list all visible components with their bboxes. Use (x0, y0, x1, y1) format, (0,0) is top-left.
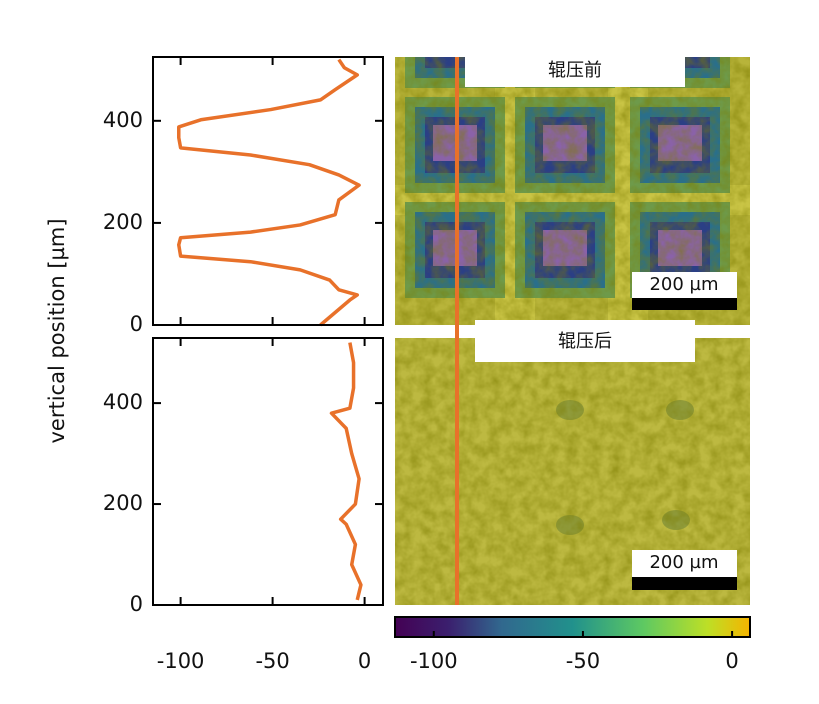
image-before (395, 57, 750, 325)
axes-frame (152, 56, 384, 326)
y-tick-label: 0 (130, 312, 143, 336)
y-tick-label: 0 (130, 592, 143, 616)
scalebar-label: 200 µm (649, 274, 718, 295)
label-box (465, 57, 685, 87)
y-tick-label: 400 (103, 108, 143, 132)
image-after (395, 338, 750, 605)
scalebar (632, 298, 737, 310)
colorbar-tick-label: 0 (725, 649, 738, 673)
y-axis-label: vertical position [µm] (45, 218, 69, 443)
image-label: 辊压前 (548, 60, 602, 81)
profile (329, 342, 363, 601)
label-box (475, 320, 695, 362)
x-tick-label: -100 (157, 649, 205, 673)
colorbar (394, 616, 751, 638)
profile (177, 58, 361, 327)
colorbar-tick-label: -50 (566, 649, 600, 673)
colorbar-tick-label: -100 (410, 649, 458, 673)
scalebar (632, 577, 737, 590)
y-tick-label: 400 (103, 390, 143, 414)
x-tick-label: -50 (255, 649, 289, 673)
y-tick-label: 200 (103, 491, 143, 515)
scalebar-label: 200 µm (649, 552, 718, 573)
axes-frame (152, 337, 384, 606)
x-tick-label: 0 (358, 649, 371, 673)
y-tick-label: 200 (103, 210, 143, 234)
image-label: 辊压后 (558, 331, 612, 352)
